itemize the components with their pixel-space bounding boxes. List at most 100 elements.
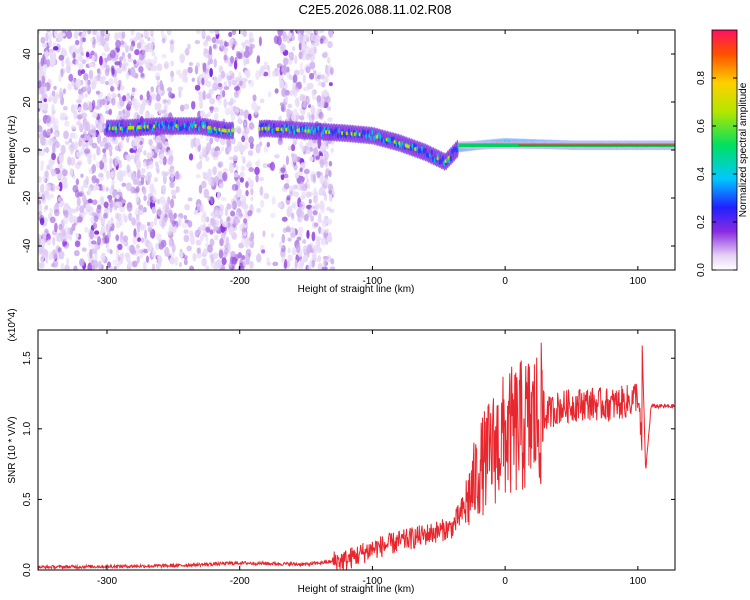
- noise-speck: [151, 263, 156, 270]
- noise-speck: [133, 98, 138, 105]
- noise-speck: [81, 59, 87, 65]
- noise-speck: [183, 229, 189, 235]
- noise-speck: [129, 244, 135, 254]
- noise-speck: [170, 189, 177, 196]
- noise-speck: [326, 235, 333, 243]
- noise-speck: [183, 215, 188, 220]
- noise-speck: [49, 51, 54, 60]
- noise-speck: [78, 94, 85, 100]
- spectrogram-y-ticks: -40 -20 0 20 40: [22, 48, 675, 253]
- noise-speck: [150, 150, 155, 157]
- noise-speck: [146, 160, 150, 167]
- noise-speck: [58, 89, 63, 100]
- noise-speck: [38, 125, 43, 133]
- noise-speck: [119, 253, 124, 258]
- noise-speck: [160, 30, 164, 36]
- noise-speck: [217, 161, 224, 168]
- noise-speck: [60, 144, 66, 155]
- noise-speck: [255, 174, 259, 183]
- noise-speck: [209, 229, 214, 235]
- noise-speck: [170, 70, 175, 78]
- noise-speck: [230, 203, 235, 209]
- noise-speck: [115, 81, 120, 88]
- noise-speck: [60, 262, 65, 270]
- noise-speck: [316, 95, 322, 103]
- noise-speck: [136, 169, 141, 179]
- noise-speck: [280, 167, 286, 173]
- noise-speck: [318, 150, 322, 158]
- noise-speck: [151, 188, 157, 197]
- noise-speck: [111, 92, 117, 99]
- noise-speck: [281, 216, 288, 222]
- noise-speck: [112, 259, 118, 265]
- noise-speck: [272, 261, 279, 267]
- noise-speck: [75, 59, 80, 66]
- noise-speck: [89, 124, 95, 129]
- noise-speck: [167, 149, 174, 157]
- colorbar: 0.0 0.2 0.4 0.6 0.8 Normalized spectral ampl…: [696, 29, 749, 277]
- noise-speck: [169, 198, 175, 209]
- ridge-highlight: [231, 128, 235, 133]
- noise-speck: [128, 212, 132, 222]
- noise-speck: [198, 93, 203, 103]
- noise-speck: [82, 210, 88, 216]
- noise-speck: [311, 113, 315, 120]
- noise-speck: [214, 234, 219, 241]
- noise-speck: [217, 190, 221, 201]
- noise-speck: [248, 79, 252, 84]
- noise-speck: [169, 256, 175, 265]
- noise-speck: [213, 176, 220, 186]
- noise-speck: [323, 259, 328, 267]
- noise-speck: [327, 183, 334, 191]
- noise-speck: [73, 250, 80, 257]
- noise-speck: [220, 146, 225, 152]
- noise-speck: [209, 30, 215, 34]
- noise-speck: [205, 35, 211, 40]
- noise-speck: [73, 265, 78, 270]
- noise-speck: [190, 235, 195, 246]
- noise-speck: [171, 194, 177, 200]
- noise-speck: [244, 134, 249, 141]
- noise-speck: [51, 263, 56, 268]
- noise-speck: [90, 36, 94, 44]
- noise-speck: [223, 81, 228, 87]
- noise-speck: [223, 85, 230, 91]
- noise-speck: [279, 241, 283, 250]
- noise-speck: [266, 64, 270, 71]
- noise-speck: [161, 37, 166, 44]
- noise-speck: [241, 198, 247, 205]
- noise-speck: [136, 42, 142, 49]
- noise-speck: [91, 199, 98, 205]
- noise-speck: [73, 143, 78, 148]
- noise-speck: [109, 164, 113, 171]
- noise-speck: [229, 104, 234, 112]
- noise-speck: [158, 105, 162, 115]
- noise-speck: [330, 148, 334, 153]
- noise-speck: [52, 236, 56, 246]
- noise-speck: [287, 103, 293, 109]
- noise-speck: [156, 81, 160, 86]
- noise-speck: [54, 132, 58, 138]
- noise-speck: [323, 215, 329, 223]
- noise-speck: [222, 221, 228, 228]
- colorbar-tick-label: 0.8: [696, 71, 707, 85]
- noise-speck: [237, 52, 243, 60]
- noise-speck: [101, 75, 107, 81]
- noise-speck: [76, 197, 81, 207]
- noise-speck: [103, 201, 109, 208]
- noise-speck: [319, 174, 325, 185]
- noise-speck: [74, 39, 80, 46]
- noise-speck: [280, 104, 286, 113]
- noise-speck: [139, 174, 146, 180]
- noise-speck: [105, 186, 109, 192]
- noise-speck: [173, 212, 177, 219]
- noise-speck: [312, 195, 318, 204]
- noise-speck: [206, 142, 212, 152]
- noise-speck: [146, 221, 151, 227]
- noise-speck: [291, 34, 296, 41]
- noise-speck: [151, 93, 157, 101]
- noise-speck: [233, 194, 239, 200]
- snr-y-ticks: 0.0 0.5 1.0 1.5: [22, 351, 675, 577]
- noise-speck: [215, 39, 221, 45]
- noise-speck: [255, 161, 260, 167]
